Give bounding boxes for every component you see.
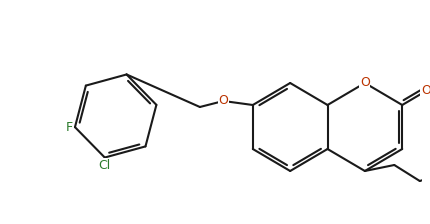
Text: Cl: Cl — [98, 159, 111, 172]
Text: O: O — [218, 93, 228, 106]
Text: O: O — [360, 75, 370, 88]
Text: O: O — [421, 84, 430, 97]
Text: F: F — [65, 121, 73, 134]
